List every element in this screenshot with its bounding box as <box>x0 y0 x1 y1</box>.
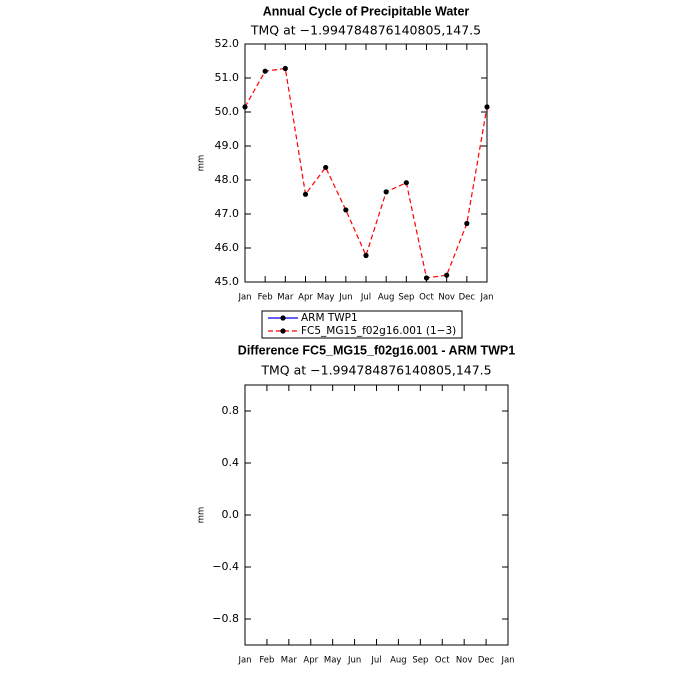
x-tick-label: Jan <box>237 293 251 303</box>
data-marker <box>484 104 490 110</box>
x-tick-label: Jan <box>237 656 251 666</box>
x-tick-label: Jul <box>360 293 371 303</box>
y-tick-label: 45.0 <box>215 275 240 288</box>
data-marker <box>323 164 329 171</box>
x-tick-label: Jun <box>338 293 352 303</box>
chart-subtitle: TMQ at −1.994784876140805,147.5 <box>250 23 481 38</box>
x-tick-label: Dec <box>478 656 495 666</box>
data-marker <box>403 180 409 186</box>
x-tick-label: Mar <box>281 656 298 666</box>
x-tick-label: Feb <box>258 293 273 303</box>
x-tick-label: Dec <box>459 293 476 303</box>
x-tick-label: May <box>317 293 335 303</box>
x-tick-label: Sep <box>412 656 428 666</box>
data-marker <box>363 252 369 259</box>
y-tick-label: 52.0 <box>215 37 240 50</box>
x-tick-label: Aug <box>378 293 395 303</box>
x-tick-label: May <box>324 656 342 666</box>
y-tick-label: 0.8 <box>222 404 240 417</box>
x-tick-label: Sep <box>398 293 414 303</box>
data-marker <box>444 272 450 278</box>
x-tick-label: Oct <box>419 293 434 303</box>
y-axis-label: mm <box>197 507 207 524</box>
y-tick-label: 48.0 <box>215 173 240 186</box>
y-tick-label: 49.0 <box>215 139 240 152</box>
data-marker <box>423 275 430 281</box>
y-tick-label: 0.0 <box>222 508 240 521</box>
legend-box <box>261 310 463 339</box>
data-marker <box>383 189 389 195</box>
y-tick-label: −0.4 <box>212 560 239 573</box>
x-tick-label: Nov <box>438 293 455 303</box>
x-tick-label: Jan <box>500 656 514 666</box>
y-tick-label: 0.4 <box>222 456 240 469</box>
chart-subtitle: TMQ at −1.994784876140805,147.5 <box>260 363 491 378</box>
data-marker <box>262 68 268 74</box>
y-axis-label: mm <box>197 155 207 172</box>
x-tick-label: Jul <box>370 656 381 666</box>
x-tick-label: Apr <box>303 656 318 666</box>
chart-title: Difference FC5_MG15_f02g16.001 - ARM TWP… <box>238 343 515 357</box>
chart-title: Annual Cycle of Precipitable Water <box>263 4 470 18</box>
legend-label: FC5_MG15_f02g16.001 (1−3) <box>301 325 456 337</box>
legend-marker <box>280 328 286 334</box>
legend-marker <box>280 315 286 321</box>
y-tick-label: 46.0 <box>215 241 240 254</box>
y-tick-label: 47.0 <box>215 207 240 220</box>
data-marker <box>464 220 470 227</box>
legend-label: ARM TWP1 <box>301 312 358 324</box>
data-marker <box>282 65 288 72</box>
y-tick-label: 50.0 <box>215 105 240 118</box>
y-tick-label: 51.0 <box>215 71 240 84</box>
x-tick-label: Jun <box>347 656 361 666</box>
data-marker <box>302 191 309 197</box>
x-tick-label: Oct <box>435 656 450 666</box>
x-tick-label: Mar <box>277 293 294 303</box>
y-tick-label: −0.8 <box>212 612 239 625</box>
x-tick-label: Apr <box>298 293 313 303</box>
x-tick-label: Nov <box>456 656 473 666</box>
data-marker <box>343 207 349 213</box>
data-marker <box>242 104 248 110</box>
x-tick-label: Aug <box>390 656 407 666</box>
x-tick-label: Feb <box>259 656 274 666</box>
x-tick-label: Jan <box>479 293 493 303</box>
